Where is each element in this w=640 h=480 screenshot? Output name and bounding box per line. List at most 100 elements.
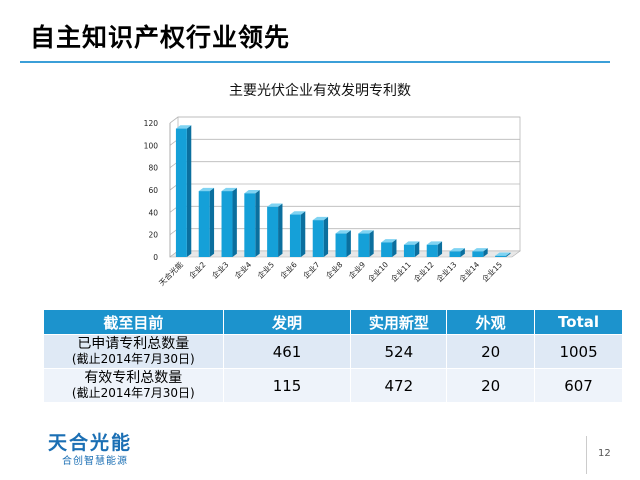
bar <box>449 248 465 257</box>
bar-top <box>244 190 260 194</box>
bar-top <box>381 239 397 243</box>
bar <box>267 203 283 257</box>
bar-front <box>221 191 233 257</box>
table-cell: 472 <box>350 368 448 403</box>
bar-side <box>369 230 374 257</box>
table-cell: 20 <box>446 334 536 369</box>
bar-front <box>312 220 324 257</box>
bar <box>198 187 215 257</box>
bar-top <box>358 230 374 234</box>
x-tick-label: 企业8 <box>323 259 344 280</box>
bar-top <box>221 187 237 192</box>
title-divider <box>20 61 610 63</box>
bar-side <box>186 125 192 258</box>
bar-side <box>209 187 215 257</box>
bar-top <box>403 241 420 245</box>
bar-side <box>255 190 260 257</box>
table-cell: 20 <box>446 368 536 403</box>
bar <box>312 216 329 257</box>
table-row: 有效专利总数量 (截止2014年7月30日) 115 472 20 607 <box>43 368 623 403</box>
chart-bars <box>175 125 511 258</box>
x-tick-label: 企业2 <box>187 259 208 280</box>
y-tick-label: 40 <box>148 208 158 217</box>
bar-front <box>495 255 507 257</box>
bar-top <box>449 248 465 252</box>
x-tick-label: 企业3 <box>209 259 230 280</box>
table-header-cell: 截至目前 <box>43 309 224 335</box>
y-tick-label: 20 <box>148 231 158 240</box>
row-label-cell: 有效专利总数量 (截止2014年7月30日) <box>43 368 224 403</box>
x-tick-label: 企业5 <box>255 259 276 280</box>
bar-side <box>346 230 351 257</box>
bar-front <box>358 233 370 257</box>
bar-top <box>267 203 283 207</box>
bar-top <box>175 125 192 129</box>
bar-top <box>335 230 351 234</box>
table-header-cell: 外观 <box>446 309 536 335</box>
bar-top <box>426 241 443 245</box>
table-cell: 607 <box>534 368 623 403</box>
bar-top <box>312 216 329 221</box>
table-cell: 461 <box>222 334 352 369</box>
bar-front <box>244 193 256 257</box>
x-tick-label: 天合光能 <box>157 259 186 288</box>
x-tick-label: 企业13 <box>434 259 459 284</box>
row-sublabel: (截止2014年7月30日) <box>71 351 195 366</box>
bar-side <box>460 248 465 257</box>
page-number-divider <box>586 436 587 474</box>
x-tick-label: 企业12 <box>411 259 436 284</box>
bar <box>221 187 237 257</box>
row-label: 有效专利总数量 <box>84 369 183 386</box>
bar <box>358 230 374 257</box>
bar-side <box>392 239 397 257</box>
bar-side <box>506 252 511 257</box>
bar-side <box>414 241 420 257</box>
bar <box>495 252 511 257</box>
bar-front <box>289 214 301 257</box>
bar-side <box>232 187 237 257</box>
x-tick-label: 企业6 <box>278 259 299 280</box>
table-header-cell: 实用新型 <box>350 309 448 335</box>
page-number: 12 <box>598 448 611 459</box>
bar <box>175 125 192 258</box>
bar-top <box>495 252 511 256</box>
table-cell: 1005 <box>534 334 623 369</box>
y-tick-label: 100 <box>144 141 159 150</box>
bar-top <box>198 187 215 192</box>
y-axis-ticks: 0 20 40 60 80 100 120 <box>144 119 159 262</box>
bar-side <box>437 241 443 257</box>
y-tick-label: 60 <box>148 186 158 195</box>
table-header-row: 截至目前 发明 实用新型 外观 Total <box>43 309 623 335</box>
x-tick-label: 企业14 <box>457 259 482 284</box>
bar-front <box>198 191 210 257</box>
y-tick-label: 0 <box>153 253 158 262</box>
bar-front <box>403 244 415 257</box>
bar-front <box>449 251 461 257</box>
x-tick-label: 企业4 <box>232 259 253 280</box>
x-tick-label: 企业15 <box>480 259 505 284</box>
bar-front <box>335 233 347 257</box>
company-logo: 天合光能 <box>48 432 133 454</box>
table-cell: 115 <box>222 368 352 403</box>
bar <box>403 241 420 257</box>
bar-front <box>426 244 438 257</box>
bar-side <box>278 203 283 257</box>
y-tick-label: 80 <box>148 164 158 173</box>
bar-side <box>300 211 306 257</box>
patent-summary-table: 截至目前 发明 实用新型 外观 Total 已申请专利总数量 (截止2014年7… <box>43 309 623 403</box>
slide-title: 自主知识产权行业领先 <box>30 23 291 52</box>
x-axis-ticks: 天合光能 企业2 企业3 企业4 企业5 企业6 企业7 企业8 企业9 企业10 企业11 企业12… <box>157 259 505 288</box>
bar-front <box>381 242 393 257</box>
bar-side <box>483 248 488 257</box>
company-slogan: 合创智慧能源 <box>62 456 128 467</box>
bar <box>472 248 488 257</box>
bar-front <box>175 128 187 257</box>
row-sublabel: (截止2014年7月30日) <box>71 385 195 400</box>
table-row: 已申请专利总数量 (截止2014年7月30日) 461 524 20 1005 <box>43 334 623 369</box>
bar-front <box>472 251 484 257</box>
row-label-cell: 已申请专利总数量 (截止2014年7月30日) <box>43 334 224 369</box>
table-header-cell: Total <box>534 309 623 335</box>
x-tick-label: 企业9 <box>346 259 367 280</box>
bar <box>426 241 443 257</box>
